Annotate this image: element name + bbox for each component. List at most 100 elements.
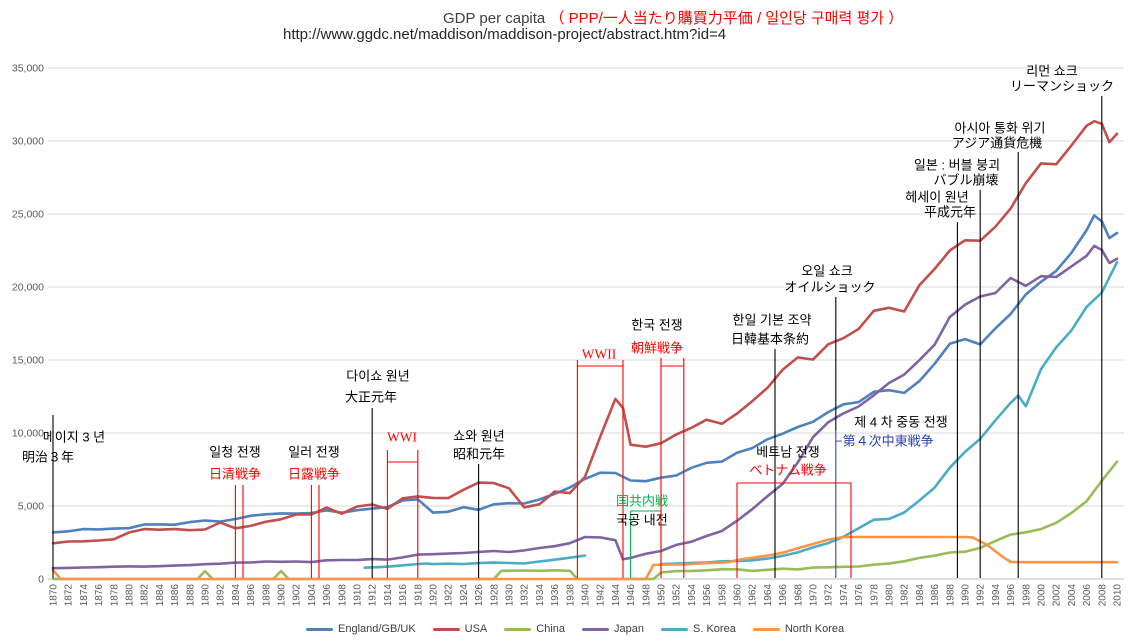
x-axis-tick-label: 2004 bbox=[1067, 584, 1078, 607]
event-label-heisei-year-1: 헤세이 원년 bbox=[905, 190, 968, 205]
x-axis-tick-label: 1978 bbox=[869, 584, 880, 607]
y-axis-tick-label: 20,000 bbox=[12, 282, 44, 294]
x-axis-tick-label: 1926 bbox=[474, 584, 485, 607]
legend-swatch bbox=[306, 627, 333, 631]
event-label-lehman-shock: 리먼 쇼크 bbox=[1026, 64, 1077, 79]
event-label-vietnam-war: ベトナム戦争 bbox=[749, 463, 827, 478]
event-label-chinese-civil-war: 국공 내전 bbox=[616, 513, 667, 528]
series-line-north-korea bbox=[51, 535, 1119, 581]
chart-title-subtitle: （ PPP/一人当たり購買力平価 / 일인당 구매력 평가 ） bbox=[549, 10, 904, 27]
x-axis-tick-label: 1920 bbox=[429, 584, 440, 607]
x-axis-tick-label: 1984 bbox=[915, 584, 926, 607]
x-axis-tick-label: 1972 bbox=[824, 584, 835, 607]
x-axis-tick-label: 1904 bbox=[307, 584, 318, 607]
series-line-usa bbox=[51, 119, 1119, 545]
x-axis-tick-label: 1922 bbox=[444, 584, 455, 607]
legend-item-north-korea: North Korea bbox=[752, 623, 844, 635]
x-axis-tick-label: 1874 bbox=[79, 584, 90, 607]
x-axis-tick-label: 1884 bbox=[155, 584, 166, 607]
x-axis-tick-label: 1974 bbox=[839, 584, 850, 607]
legend-item-japan: Japan bbox=[582, 623, 644, 635]
event-label-korean-war: 한국 전쟁 bbox=[631, 318, 682, 333]
event-label-lehman-shock: リーマンショック bbox=[1010, 79, 1114, 94]
x-axis-tick-label: 1986 bbox=[930, 584, 941, 607]
event-label-korea-japan-treaty: 한일 기본 조약 bbox=[733, 313, 812, 328]
x-axis-tick-label: 1872 bbox=[64, 584, 75, 607]
x-axis-tick-label: 1966 bbox=[778, 584, 789, 607]
legend-label: Japan bbox=[614, 623, 645, 635]
legend-label: S. Korea bbox=[693, 623, 736, 635]
event-label-bubble-collapse: 일본 : 버블 붕괴 bbox=[914, 158, 1000, 173]
x-axis-tick-label: 1942 bbox=[596, 584, 607, 607]
event-label-russo-japanese-war: 일러 전쟁 bbox=[288, 445, 339, 460]
event-label-chinese-civil-war: 国共内戦 bbox=[616, 494, 668, 509]
x-axis-tick-label: 1938 bbox=[565, 584, 576, 607]
x-axis-tick-label: 2006 bbox=[1082, 584, 1093, 607]
legend-swatch bbox=[582, 627, 610, 631]
event-label-korea-japan-treaty: 日韓基本条約 bbox=[731, 332, 809, 347]
event-label-russo-japanese-war: 日露戦争 bbox=[288, 467, 340, 482]
x-axis-tick-label: 1960 bbox=[733, 584, 744, 607]
x-axis-tick-label: 2008 bbox=[1097, 584, 1108, 607]
x-axis-tick-label: 1912 bbox=[368, 584, 379, 607]
x-axis-tick-label: 1896 bbox=[246, 584, 257, 607]
series-line-china bbox=[51, 460, 1119, 581]
x-axis-tick-label: 1870 bbox=[49, 584, 60, 607]
x-axis-tick-label: 1916 bbox=[398, 584, 409, 607]
event-label-wwii: WWII bbox=[582, 347, 617, 362]
x-axis-tick-label: 1964 bbox=[763, 584, 774, 607]
event-label-vietnam-war: 베트남 전쟁 bbox=[756, 445, 819, 460]
x-axis-tick-label: 1990 bbox=[961, 584, 972, 607]
x-axis-tick-label: 2010 bbox=[1113, 584, 1124, 607]
x-axis-tick-label: 1908 bbox=[337, 584, 348, 607]
x-axis-tick-label: 1988 bbox=[945, 584, 956, 607]
x-axis-tick-label: 1892 bbox=[216, 584, 227, 607]
x-axis-tick-label: 1898 bbox=[261, 584, 272, 607]
x-axis-tick-label: 1932 bbox=[520, 584, 531, 607]
legend-swatch bbox=[752, 627, 780, 631]
x-axis-tick-label: 1980 bbox=[885, 584, 896, 607]
legend-item-england-gb-uk: England/GB/UK bbox=[306, 623, 416, 635]
x-axis-tick-label: 1996 bbox=[1006, 584, 1017, 607]
y-axis-tick-label: 35,000 bbox=[12, 63, 44, 75]
x-axis-tick-label: 1958 bbox=[717, 584, 728, 607]
x-axis-tick-label: 1944 bbox=[611, 584, 622, 607]
y-axis-tick-label: 5,000 bbox=[18, 501, 44, 513]
chart-source-url: http://www.ggdc.net/maddison/maddison-pr… bbox=[283, 26, 727, 43]
x-axis-tick-label: 1936 bbox=[550, 584, 561, 607]
event-label-oil-shock: オイルショック bbox=[784, 280, 875, 295]
x-axis-tick-label: 1886 bbox=[170, 584, 181, 607]
x-axis-tick-label: 1918 bbox=[413, 584, 424, 607]
y-axis-tick-label: 30,000 bbox=[12, 136, 44, 148]
x-axis-tick-label: 1910 bbox=[353, 584, 364, 607]
event-label-wwi: WWI bbox=[387, 430, 417, 445]
event-label-sino-japanese-war: 일청 전쟁 bbox=[209, 445, 260, 460]
x-axis-tick-label: 1876 bbox=[94, 584, 105, 607]
x-axis-tick-label: 1924 bbox=[459, 584, 470, 607]
y-axis-tick-label: 0 bbox=[38, 574, 44, 586]
chart-title: GDP per capita （ PPP/一人当たり購買力平価 / 일인당 구매… bbox=[443, 7, 903, 28]
x-axis-tick-label: 1890 bbox=[201, 584, 212, 607]
event-label-taisho-year-1: 大正元年 bbox=[345, 390, 397, 405]
x-axis-tick-label: 2000 bbox=[1037, 584, 1048, 607]
x-axis-tick-label: 1962 bbox=[748, 584, 759, 607]
x-axis-tick-label: 1906 bbox=[322, 584, 333, 607]
x-axis-tick-label: 1888 bbox=[185, 584, 196, 607]
x-axis-tick-label: 1894 bbox=[231, 584, 242, 607]
x-axis-tick-label: 1930 bbox=[505, 584, 516, 607]
y-axis-tick-label: 10,000 bbox=[12, 428, 44, 440]
x-axis-tick-label: 1998 bbox=[1021, 584, 1032, 607]
legend-swatch bbox=[432, 627, 460, 631]
legend: England/GB/UK USA China Japan S. Korea North … bbox=[306, 623, 844, 635]
event-label-taisho-year-1: 다이쇼 원년 bbox=[346, 369, 409, 384]
x-axis-tick-label: 1940 bbox=[581, 584, 592, 607]
x-axis-tick-label: 1954 bbox=[687, 584, 698, 607]
event-label-asian-currency-crisis: 아시아 통화 위기 bbox=[955, 121, 1046, 136]
x-axis-tick-label: 1928 bbox=[489, 584, 500, 607]
x-axis-tick-label: 1950 bbox=[657, 584, 668, 607]
x-axis-tick-label: 1880 bbox=[125, 584, 136, 607]
x-axis-tick-label: 1976 bbox=[854, 584, 865, 607]
x-axis-tick-label: 1970 bbox=[809, 584, 820, 607]
